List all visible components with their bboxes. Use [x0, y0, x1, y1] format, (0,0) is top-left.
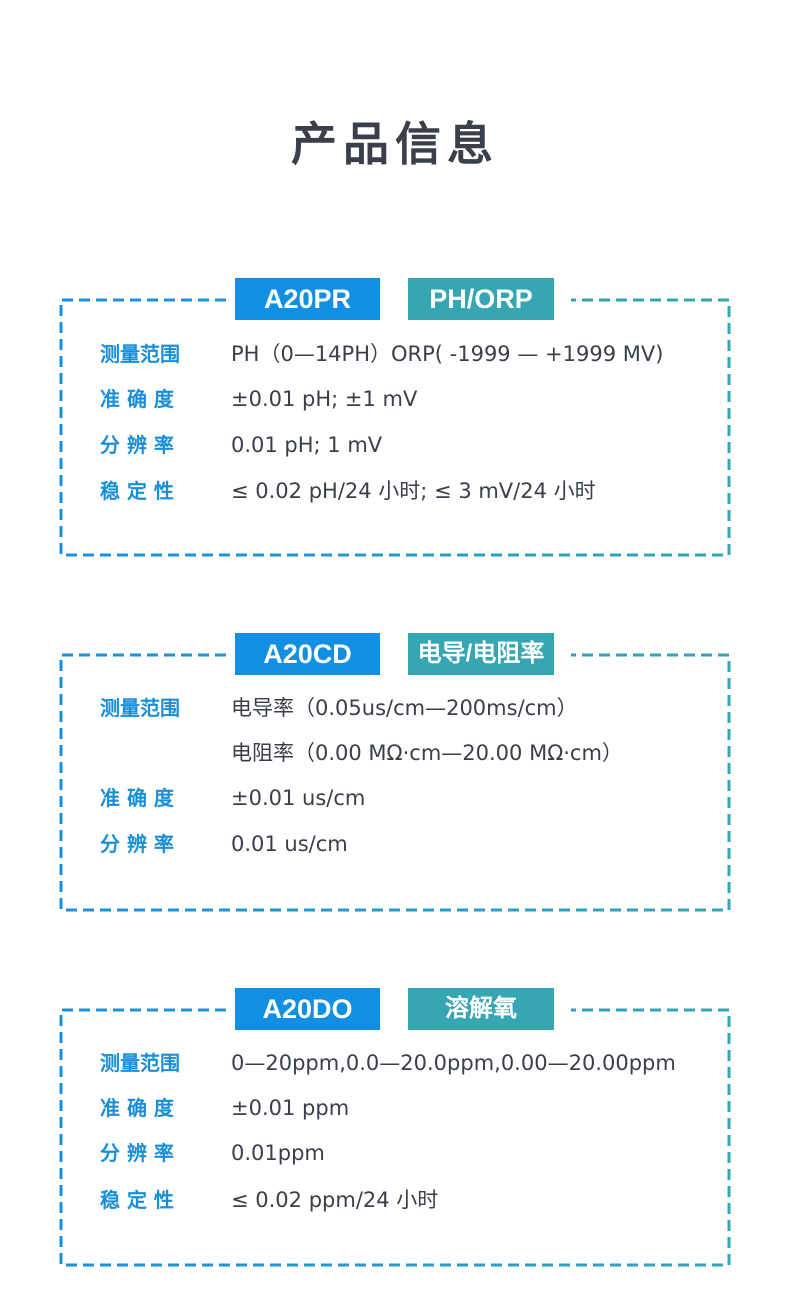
spec-row: 稳 定 性 ≤ 0.02 ppm/24 小时	[100, 1185, 438, 1215]
spec-value: 0.01ppm	[231, 1141, 325, 1165]
spec-value: 电导率（0.05us/cm—200ms/cm）	[231, 696, 578, 720]
spec-value: ±0.01 us/cm	[231, 786, 366, 810]
spec-label: 分 辨 率	[100, 832, 174, 856]
spec-label: 稳 定 性	[100, 1188, 174, 1212]
spec-row: 分 辨 率 0.01 us/cm	[100, 829, 348, 859]
spec-row: 准 确 度 ±0.01 ppm	[100, 1093, 349, 1123]
spec-row: 准 确 度 ±0.01 us/cm	[100, 783, 365, 813]
type-badge: PH/ORP	[408, 278, 554, 320]
type-badge: 电导/电阻率	[408, 633, 554, 675]
product-card-a20cd: A20CD 电导/电阻率测量范围 电导率（0.05us/cm—200ms/cm） 电…	[59, 633, 731, 912]
spec-row: 稳 定 性 ≤ 0.02 pH/24 小时; ≤ 3 mV/24 小时	[100, 476, 596, 506]
spec-label: 分 辨 率	[100, 1141, 174, 1165]
spec-row: 分 辨 率 0.01ppm	[100, 1138, 325, 1168]
spec-label: 准 确 度	[100, 786, 174, 810]
spec-value: ±0.01 pH; ±1 mV	[231, 387, 418, 411]
spec-value: 0.01 us/cm	[231, 832, 348, 856]
type-badge: 溶解氧	[408, 988, 554, 1030]
spec-label: 测量范围	[100, 342, 180, 366]
spec-row: 测量范围 PH（0—14PH）ORP( -1999 — +1999 MV)	[100, 339, 663, 369]
page-title: 产品信息	[291, 117, 499, 171]
spec-row: 测量范围 0—20ppm,0.0—20.0ppm,0.00—20.00ppm	[100, 1048, 676, 1078]
spec-value: ≤ 0.02 ppm/24 小时	[231, 1188, 439, 1212]
spec-row: 电阻率（0.00 MΩ·cm—20.00 MΩ·cm）	[100, 738, 623, 768]
model-badge: A20PR	[235, 278, 380, 320]
spec-row: 分 辨 率 0.01 pH; 1 mV	[100, 430, 382, 460]
spec-label: 测量范围	[100, 696, 180, 720]
product-card-a20do: A20DO 溶解氧测量范围 0—20ppm,0.0—20.0ppm,0.00—20…	[59, 988, 731, 1267]
spec-label: 测量范围	[100, 1051, 180, 1075]
spec-value: ≤ 0.02 pH/24 小时; ≤ 3 mV/24 小时	[231, 479, 596, 503]
dashed-border	[59, 653, 731, 912]
spec-label: 稳 定 性	[100, 479, 174, 503]
spec-value: 电阻率（0.00 MΩ·cm—20.00 MΩ·cm）	[231, 741, 623, 765]
spec-row: 测量范围 电导率（0.05us/cm—200ms/cm）	[100, 693, 578, 723]
spec-label: 分 辨 率	[100, 433, 174, 457]
dashed-border	[59, 298, 731, 557]
spec-label: 准 确 度	[100, 387, 174, 411]
model-badge: A20CD	[235, 633, 380, 675]
spec-value: ±0.01 ppm	[231, 1096, 350, 1120]
spec-row: 准 确 度 ±0.01 pH; ±1 mV	[100, 384, 417, 414]
spec-value: 0.01 pH; 1 mV	[231, 433, 383, 457]
dashed-border	[59, 1008, 731, 1267]
model-badge: A20DO	[235, 988, 380, 1030]
spec-value: 0—20ppm,0.0—20.0ppm,0.00—20.00ppm	[231, 1051, 676, 1075]
product-card-a20pr: A20PR PH/ORP 测量范围 PH（0—14PH）ORP( -1999 — +…	[59, 278, 731, 557]
spec-value: PH（0—14PH）ORP( -1999 — +1999 MV)	[231, 342, 664, 366]
spec-label: 准 确 度	[100, 1096, 174, 1120]
